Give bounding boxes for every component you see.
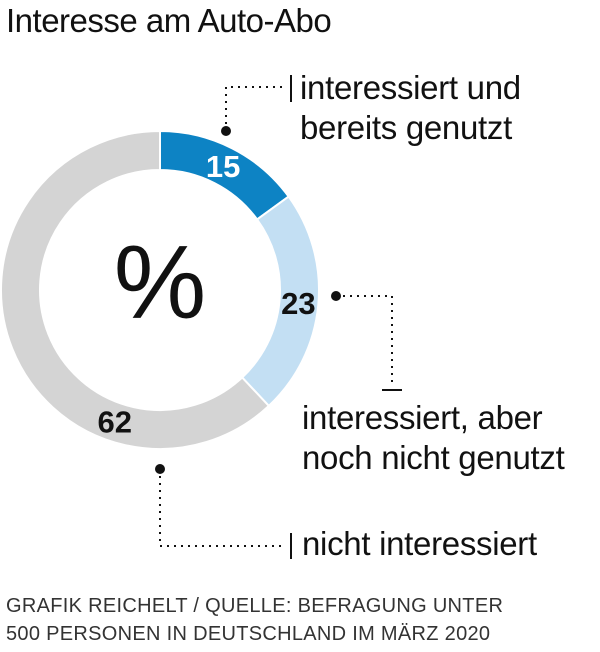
leader-dot-interested-not-used — [331, 291, 341, 301]
legend-label-interested-used: interessiert und bereits genutzt — [300, 69, 521, 146]
leader-line-not-interested — [159, 476, 285, 547]
legend-label-not-interested: nicht interessiert — [302, 525, 537, 562]
value-label-interested-used: 15 — [206, 149, 240, 184]
value-label-interested-not-used: 23 — [281, 286, 315, 321]
source-note: GRAFIK REICHELT / QUELLE: BEFRAGUNG UNTE… — [6, 595, 504, 645]
leader-line-interested-used — [225, 86, 285, 124]
value-label-not-interested: 62 — [98, 404, 132, 439]
leader-dot-not-interested — [155, 464, 165, 474]
center-percent-label: % — [114, 225, 206, 341]
leader-line-interested-not-used — [343, 295, 393, 384]
donut-slice-not-interested — [0, 129, 271, 450]
chart-title: Interesse am Auto-Abo — [6, 2, 332, 39]
leader-dot-interested-used — [221, 126, 231, 136]
legend-label-interested-not-used: interessiert, aber noch nicht genutzt — [302, 399, 565, 476]
